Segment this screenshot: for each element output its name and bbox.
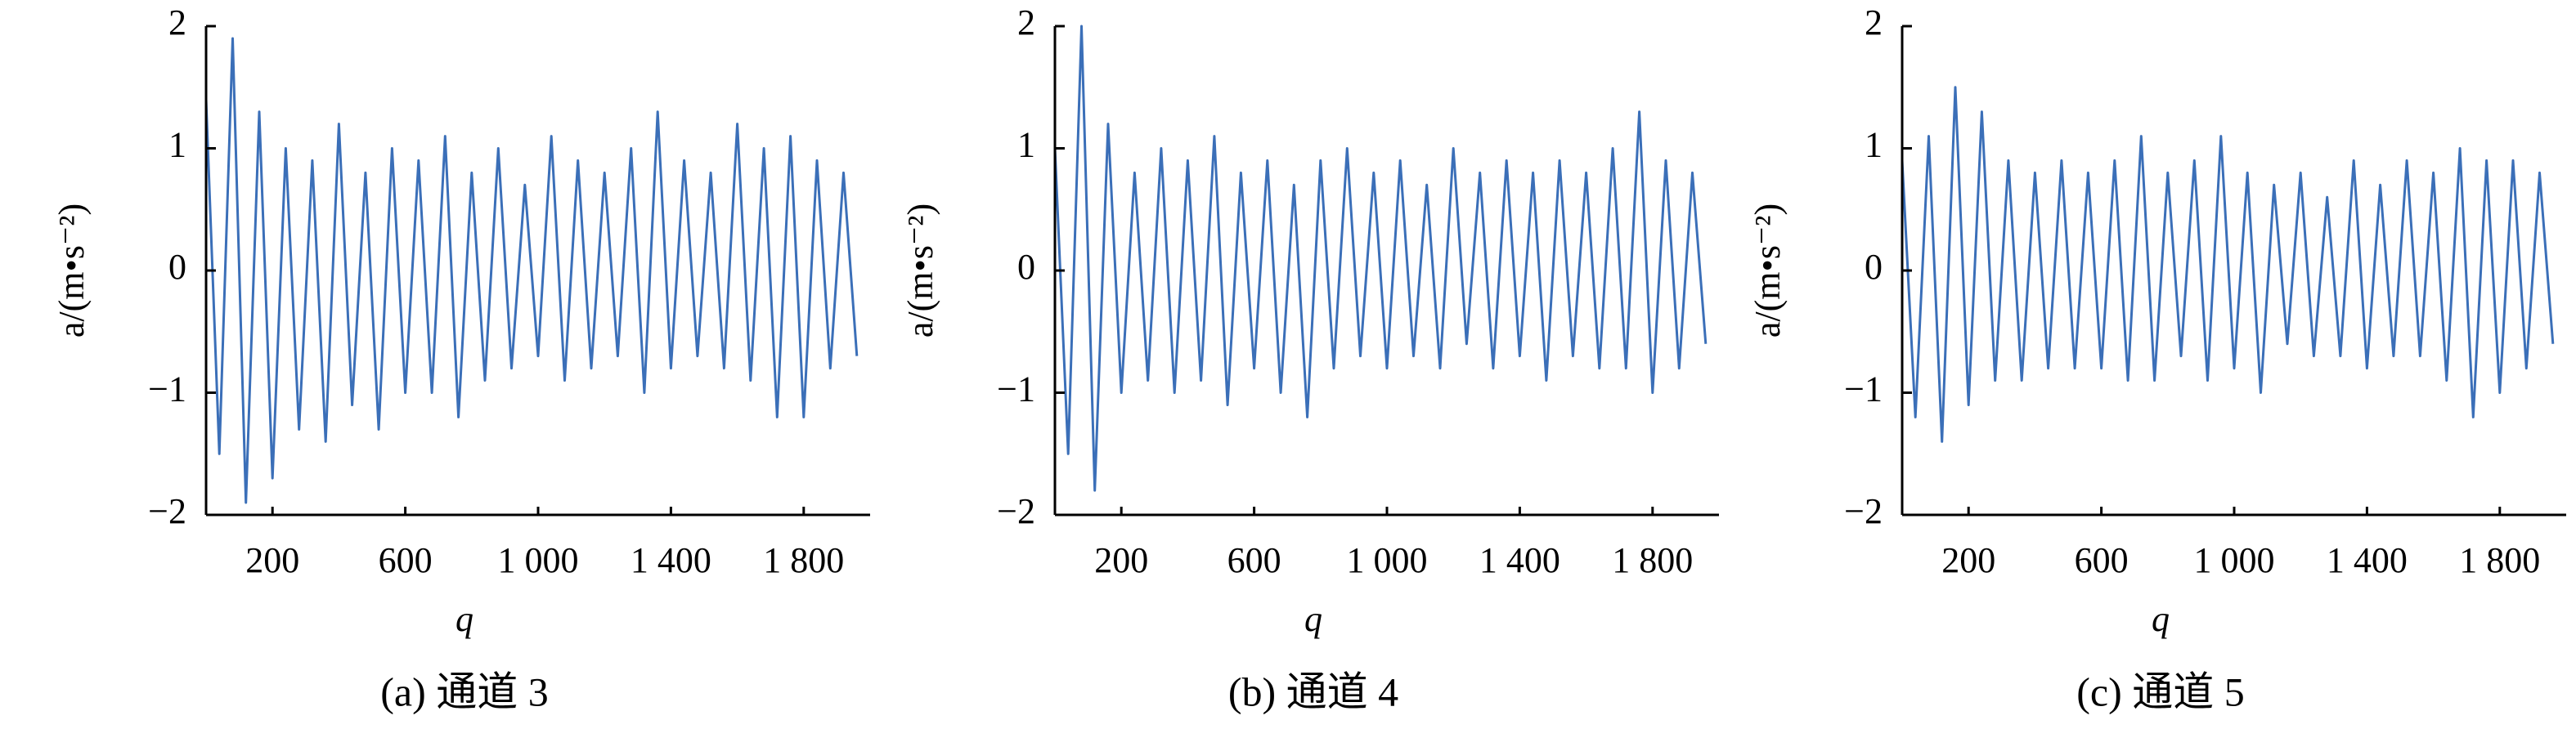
- y-tick-label: −1: [1844, 369, 1883, 409]
- x-tick-label: 1 800: [2459, 540, 2540, 580]
- y-tick-label: 2: [1017, 2, 1035, 42]
- x-tick-label: 1 000: [2194, 540, 2275, 580]
- y-tick-label: 0: [1017, 247, 1035, 287]
- y-tick-label: −1: [997, 369, 1035, 409]
- caption: (c) 通道 5: [2076, 669, 2245, 714]
- x-tick-label: 1 800: [763, 540, 844, 580]
- signal-line: [1053, 25, 1708, 492]
- y-tick-label: 2: [1865, 2, 1883, 42]
- x-axis-label: q: [456, 599, 473, 639]
- signal-line: [204, 37, 859, 504]
- y-tick-label: −1: [148, 369, 186, 409]
- caption: (b) 通道 4: [1228, 669, 1398, 714]
- x-tick-label: 1 400: [1479, 540, 1560, 580]
- x-axis-label: q: [2152, 599, 2170, 639]
- x-tick-label: 200: [1094, 540, 1148, 580]
- x-tick-label: 200: [1941, 540, 1995, 580]
- x-axis-label: q: [1304, 599, 1322, 639]
- y-tick-label: 2: [168, 2, 186, 42]
- x-tick-label: 1 000: [1347, 540, 1428, 580]
- x-tick-label: 600: [1227, 540, 1281, 580]
- y-tick-label: −2: [1844, 491, 1883, 531]
- x-tick-label: 1 800: [1612, 540, 1693, 580]
- signal-line: [1901, 86, 2555, 443]
- y-tick-label: 1: [1017, 125, 1035, 165]
- y-tick-label: −2: [148, 491, 186, 531]
- y-tick-label: −2: [997, 491, 1035, 531]
- x-tick-label: 200: [245, 540, 299, 580]
- y-tick-label: 1: [168, 125, 186, 165]
- y-axis-label: a/(m•s⁻²): [1748, 203, 1788, 338]
- y-axis-label: a/(m•s⁻²): [900, 203, 940, 338]
- x-tick-label: 600: [379, 540, 433, 580]
- x-tick-label: 1 400: [631, 540, 711, 580]
- x-tick-label: 1 400: [2327, 540, 2408, 580]
- y-tick-label: 0: [168, 247, 186, 287]
- y-axis-label: a/(m•s⁻²): [52, 203, 92, 338]
- y-tick-label: 1: [1865, 125, 1883, 165]
- x-tick-label: 600: [2075, 540, 2129, 580]
- y-tick-label: 0: [1865, 247, 1883, 287]
- caption: (a) 通道 3: [380, 669, 549, 714]
- x-tick-label: 1 000: [498, 540, 579, 580]
